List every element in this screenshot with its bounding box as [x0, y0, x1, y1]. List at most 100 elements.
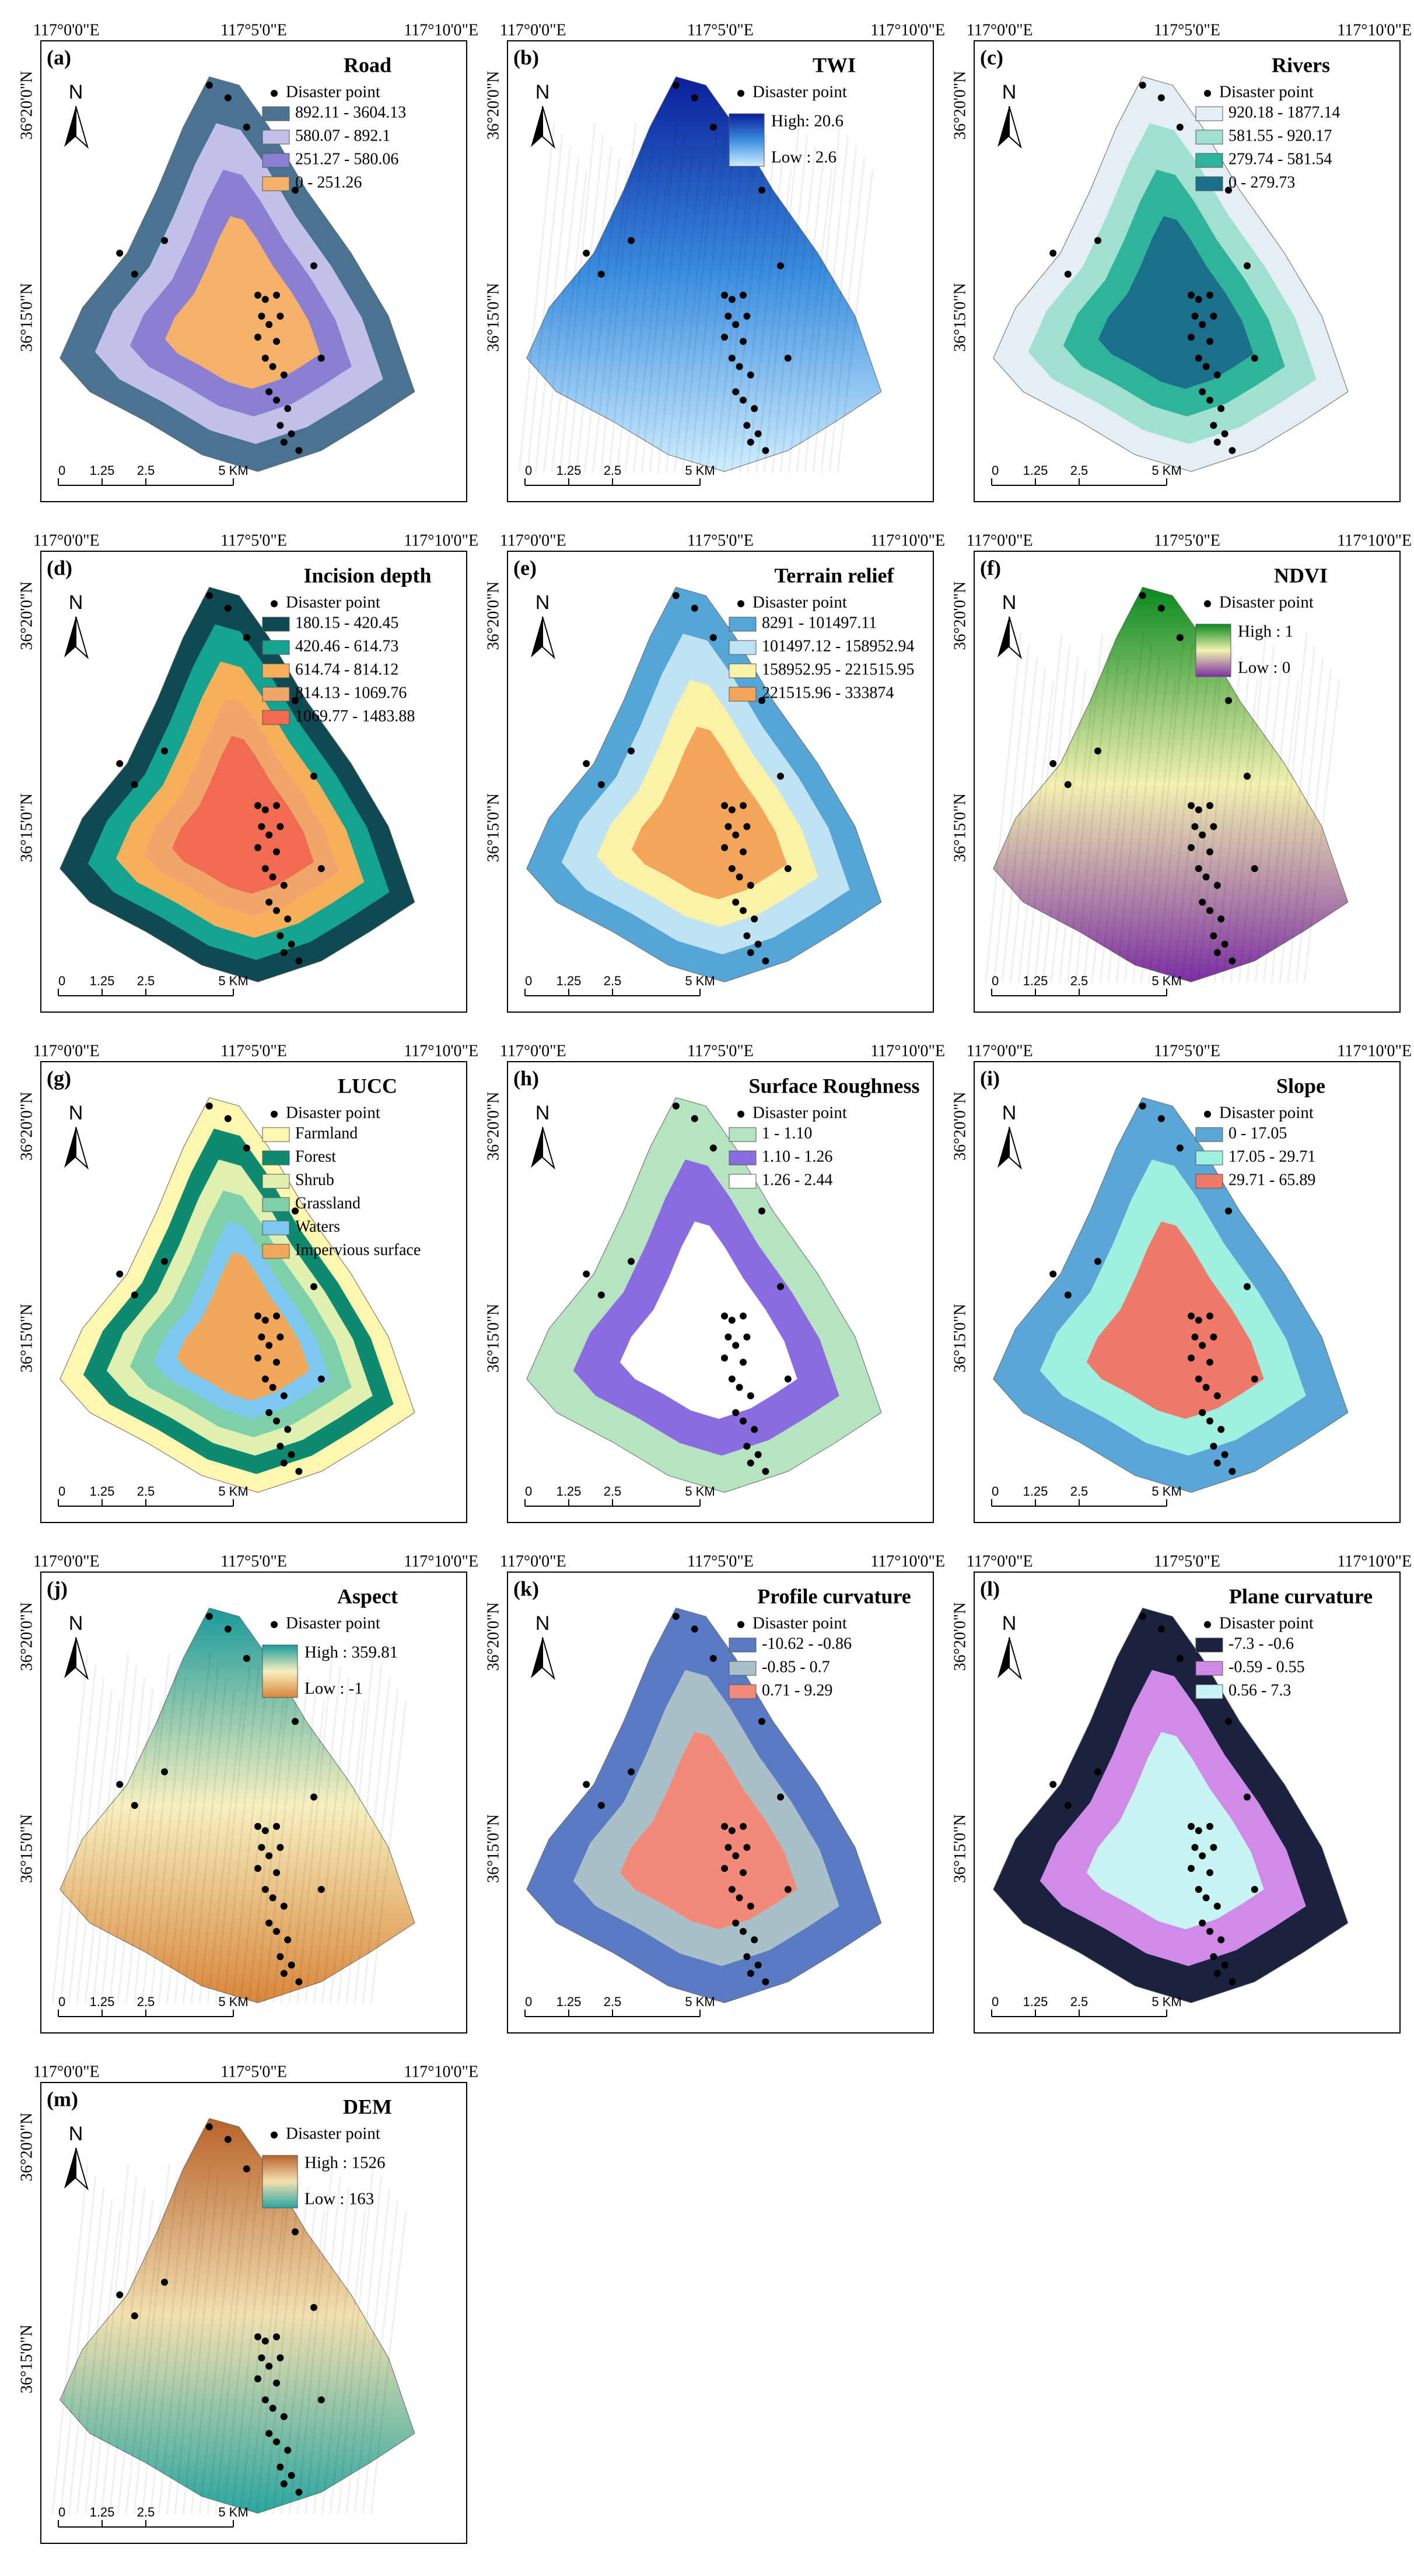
- disaster-point: [747, 371, 754, 379]
- disaster-point: [276, 823, 284, 830]
- longitude-label: 117°5'0"E: [687, 1552, 754, 1570]
- terrain-texture: [190, 2187, 228, 2515]
- disaster-point: [1251, 865, 1258, 872]
- disaster-point: [1188, 1823, 1195, 1830]
- disaster-point: [740, 1312, 747, 1320]
- map-panel: 117°0'0"E 117°5'0"E 117°10'0"E 36°20'0"N 36°…: [951, 1042, 1412, 1523]
- disaster-point: [762, 1978, 769, 1986]
- terrain-texture: [1295, 667, 1332, 984]
- disaster-point: [1049, 760, 1057, 767]
- longitude-label: 117°0'0"E: [500, 1552, 566, 1570]
- scale-label: 2.5: [137, 2505, 155, 2519]
- terrain-texture: [231, 1676, 268, 2004]
- legend-point-label: Disaster point: [1219, 1104, 1314, 1122]
- longitude-label: 117°0'0"E: [33, 1552, 100, 1570]
- disaster-point: [1213, 1902, 1221, 1910]
- disaster-point: [728, 1317, 736, 1324]
- legend-label: 0 - 279.73: [1228, 173, 1295, 191]
- disaster-point: [743, 1443, 751, 1450]
- disaster-point: [254, 802, 261, 809]
- disaster-point: [280, 1392, 288, 1399]
- terrain-texture: [1262, 679, 1300, 984]
- legend-label: Farmland: [295, 1124, 358, 1142]
- terrain-texture: [828, 157, 866, 473]
- disaster-point: [1210, 823, 1217, 830]
- longitude-label: 117°0'0"E: [500, 1042, 566, 1060]
- disaster-point: [205, 82, 213, 89]
- terrain-texture: [329, 1700, 366, 2004]
- terrain-texture: [84, 2210, 121, 2515]
- north-arrow-half: [75, 106, 89, 149]
- disaster-point: [1049, 250, 1057, 257]
- disaster-point: [261, 806, 269, 814]
- legend-swatch: [262, 1197, 290, 1212]
- terrain-texture: [534, 145, 572, 473]
- disaster-point: [205, 1102, 213, 1110]
- legend-point: [271, 1621, 278, 1628]
- legend-label: -0.59 - 0.55: [1228, 1658, 1305, 1676]
- longitude-label: 117°0'0"E: [33, 1042, 100, 1060]
- disaster-point: [224, 94, 232, 102]
- longitude-label: 117°0'0"E: [967, 531, 1033, 550]
- disaster-point: [597, 1292, 605, 1298]
- disaster-point: [276, 2463, 284, 2471]
- disaster-point: [1195, 296, 1202, 303]
- disaster-point: [754, 430, 762, 438]
- panel-label: (b): [513, 46, 539, 69]
- legend-point: [1204, 1111, 1211, 1118]
- legend-swatch: [1195, 130, 1223, 145]
- legend-label: 101497.12 - 158952.94: [762, 637, 914, 655]
- map-panel: 117°0'0"E 117°5'0"E 117°10'0"E 36°20'0"N 36°…: [484, 1042, 945, 1523]
- scale-label: 5 KM: [685, 463, 715, 478]
- scale-label: 1.25: [556, 974, 582, 988]
- scale-label: 0: [525, 1484, 532, 1499]
- latitude-label: 36°20'0"N: [484, 1602, 502, 1671]
- legend-swatch: [729, 1637, 757, 1653]
- disaster-point: [273, 1928, 280, 1935]
- disaster-point: [1176, 634, 1184, 641]
- disaster-point: [1139, 592, 1146, 599]
- longitude-label: 117°0'0"E: [500, 21, 566, 39]
- legend-point: [271, 1111, 278, 1118]
- scale-label: 1.25: [556, 463, 582, 478]
- legend-swatch: [1195, 1661, 1223, 1676]
- disaster-point: [740, 907, 747, 914]
- disaster-point: [265, 1852, 273, 1860]
- disaster-point: [254, 2333, 261, 2340]
- terrain-texture: [215, 1653, 252, 2004]
- disaster-point: [747, 949, 754, 956]
- disaster-point: [284, 405, 292, 412]
- terrain-texture: [1091, 667, 1128, 984]
- disaster-point: [292, 2228, 299, 2235]
- panel-label: (d): [47, 556, 72, 579]
- disaster-point: [273, 907, 280, 914]
- terrain-texture: [304, 2175, 342, 2515]
- disaster-point: [254, 2375, 261, 2382]
- disaster-point: [1228, 1468, 1236, 1475]
- north-label: N: [536, 592, 550, 614]
- legend-point: [271, 90, 278, 97]
- longitude-label: 117°10'0"E: [870, 1552, 945, 1570]
- terrain-texture: [1132, 667, 1169, 984]
- terrain-texture: [117, 2199, 154, 2515]
- terrain-texture: [1222, 679, 1259, 984]
- study-area: [993, 587, 1349, 982]
- disaster-point: [224, 1115, 232, 1122]
- disaster-point: [317, 2396, 325, 2403]
- disaster-point: [1244, 772, 1251, 780]
- legend-high: High : 1: [1238, 622, 1293, 641]
- disaster-point: [261, 296, 269, 303]
- disaster-point: [1188, 844, 1195, 851]
- terrain-texture: [166, 2210, 203, 2515]
- disaster-point: [273, 338, 280, 345]
- disaster-point: [280, 2480, 288, 2487]
- disaster-point: [1049, 1781, 1057, 1788]
- disaster-point: [751, 405, 758, 412]
- scale-label: 0: [525, 974, 532, 988]
- scale-label: 0: [58, 1994, 65, 2009]
- terrain-texture: [1164, 656, 1202, 984]
- panel-label: (i): [980, 1066, 1000, 1090]
- legend-title: TWI: [813, 53, 856, 76]
- disaster-point: [1157, 94, 1165, 102]
- legend-point-label: Disaster point: [752, 1104, 847, 1122]
